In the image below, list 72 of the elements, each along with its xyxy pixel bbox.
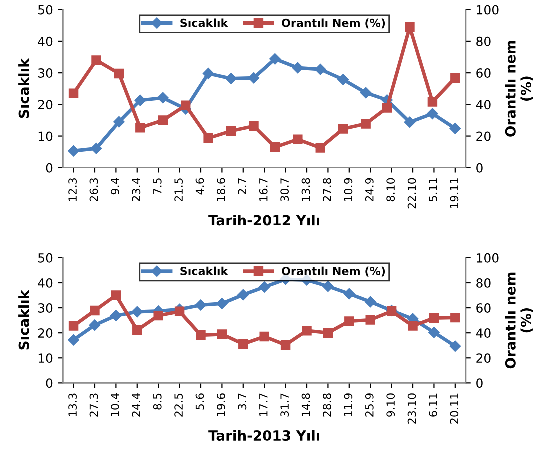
y2-tick-label: 0 bbox=[476, 378, 483, 388]
x-tick-label: 21.5 bbox=[174, 178, 184, 202]
x-tick-label: 14.8 bbox=[302, 394, 310, 416]
x-tick-label: 9.10 bbox=[386, 394, 396, 417]
x-tick-label: 16.7 bbox=[259, 178, 268, 202]
x-axis-title: Tarih-2013 Yılı bbox=[208, 430, 320, 442]
y-tick-label: 50 bbox=[38, 253, 53, 263]
x-tick-label: 27.8 bbox=[323, 178, 332, 202]
x-tick-label: 24.9 bbox=[365, 178, 374, 202]
x-tick-label: 5.11 bbox=[429, 178, 438, 202]
x-tick-label: 10.9 bbox=[344, 178, 353, 202]
y2-axis-title: Orantılı nem (%) bbox=[505, 41, 534, 137]
x-tick-label: 22.5 bbox=[174, 394, 184, 417]
y-tick-label: 20 bbox=[38, 328, 53, 338]
y-tick-label: 10 bbox=[38, 354, 53, 364]
y2-tick-label: 100 bbox=[477, 253, 499, 263]
x-tick-label: 25.9 bbox=[365, 394, 374, 417]
y2-tick-label: 40 bbox=[476, 100, 491, 110]
y2-tick-label: 20 bbox=[476, 354, 491, 364]
y-tick-label: 20 bbox=[38, 100, 53, 110]
x-tick-label: 10.4 bbox=[111, 394, 120, 416]
y2-tick-label: 40 bbox=[476, 328, 491, 338]
x-tick-label: 26.3 bbox=[90, 178, 98, 202]
y2-tick-label: 100 bbox=[477, 5, 499, 15]
y-tick-label: 50 bbox=[38, 5, 53, 15]
x-tick-label: 17.7 bbox=[260, 394, 268, 416]
x-tick-label: 11.9 bbox=[344, 394, 353, 416]
x-tick-label: 23.4 bbox=[132, 178, 141, 202]
x-tick-label: 18.6 bbox=[217, 178, 226, 202]
y2-tick-label: 60 bbox=[476, 68, 491, 78]
y2-tick-label: 0 bbox=[476, 163, 483, 173]
x-tick-label: 6.11 bbox=[429, 394, 438, 417]
y2-tick-label: 60 bbox=[476, 304, 491, 313]
y-axis-title: Sıcaklık bbox=[18, 290, 30, 350]
legend-label: Orantılı Nem (%) bbox=[282, 266, 386, 277]
x-tick-label: 27.3 bbox=[90, 394, 98, 417]
x-tick-label: 19.11 bbox=[450, 178, 459, 208]
legend-label: Orantılı Nem (%) bbox=[282, 18, 386, 29]
x-tick-label: 30.7 bbox=[280, 178, 290, 202]
legend-label: Sıcaklık bbox=[180, 18, 228, 28]
y2-tick-label: 80 bbox=[476, 278, 491, 288]
x-tick-label: 31.7 bbox=[280, 394, 290, 417]
x-axis-title: Tarih-2012 Yılı bbox=[208, 214, 320, 226]
x-tick-label: 28.8 bbox=[323, 394, 332, 417]
x-tick-label: 20.11 bbox=[450, 394, 459, 424]
x-tick-label: 19.6 bbox=[217, 394, 226, 416]
x-tick-label: 23.10 bbox=[408, 394, 416, 424]
y-tick-label: 0 bbox=[46, 163, 53, 173]
x-tick-label: 4.6 bbox=[196, 178, 204, 195]
y-tick-label: 10 bbox=[38, 132, 53, 142]
legend-label: Sıcaklık bbox=[180, 266, 228, 276]
x-tick-label: 5.6 bbox=[196, 394, 204, 410]
x-tick-label: 13.3 bbox=[68, 394, 78, 416]
x-tick-label: 24.4 bbox=[132, 394, 140, 417]
y-tick-label: 40 bbox=[38, 36, 53, 46]
y2-axis-title: Orantılı nem (%) bbox=[505, 272, 534, 369]
x-tick-label: 2.7 bbox=[238, 178, 246, 194]
y-tick-label: 30 bbox=[38, 68, 53, 78]
x-tick-label: 7.5 bbox=[154, 178, 162, 194]
y2-tick-label: 20 bbox=[476, 132, 491, 142]
y-tick-label: 0 bbox=[46, 378, 53, 388]
x-tick-label: 8.10 bbox=[386, 178, 396, 202]
y2-tick-label: 80 bbox=[476, 36, 491, 46]
x-tick-label: 8.5 bbox=[153, 394, 162, 410]
x-tick-label: 3.7 bbox=[238, 394, 247, 410]
y-tick-label: 40 bbox=[38, 278, 53, 288]
x-tick-label: 9.4 bbox=[111, 178, 120, 195]
x-tick-label: 13.8 bbox=[302, 178, 310, 202]
x-tick-label: 22.10 bbox=[408, 178, 416, 209]
y-axis-title: Sıcaklık bbox=[18, 58, 30, 118]
x-tick-label: 12.3 bbox=[68, 178, 78, 202]
y-tick-label: 30 bbox=[38, 304, 53, 313]
